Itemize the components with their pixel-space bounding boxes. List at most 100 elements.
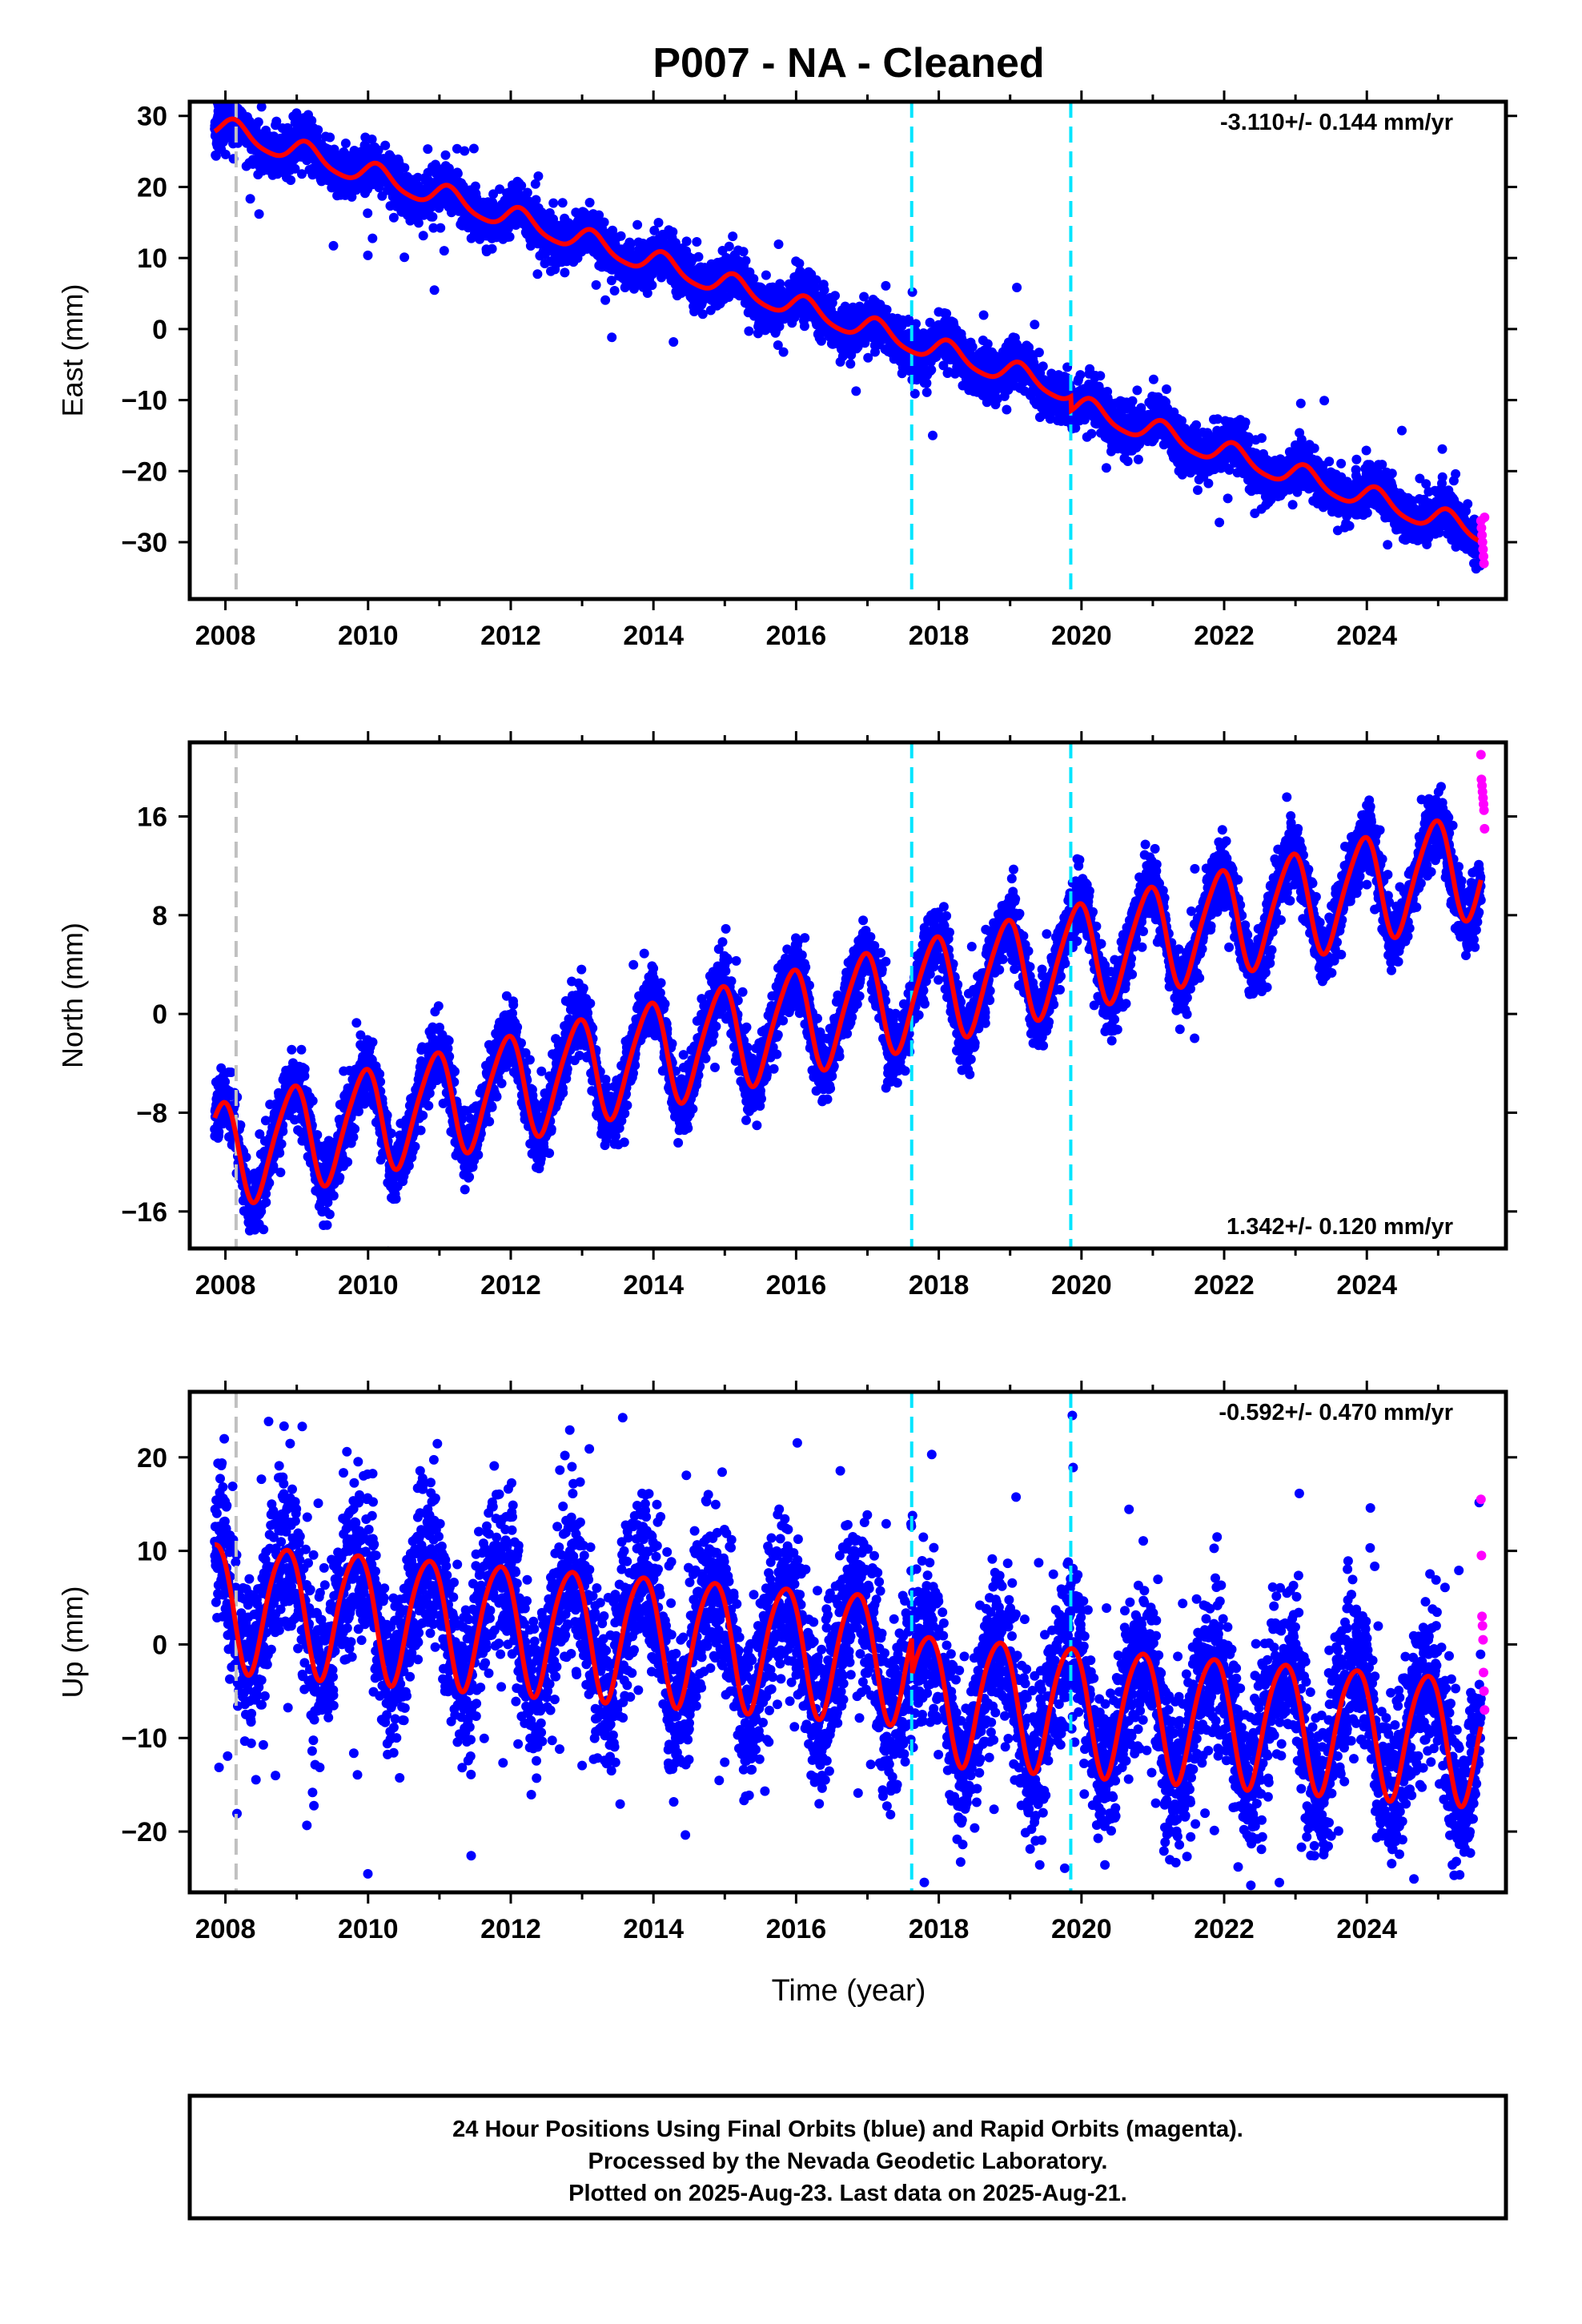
chart-title: P007 - NA - Cleaned [652, 40, 1044, 86]
east-final-orbit-point [1132, 385, 1142, 396]
east-final-orbit-point [600, 295, 611, 305]
east-final-orbit-point [845, 359, 856, 369]
east-final-orbit-point [851, 386, 861, 396]
east-final-orbit-point [1101, 463, 1111, 473]
east-final-orbit-point [599, 217, 609, 227]
east-final-orbit-point [1038, 361, 1048, 372]
east-final-orbit-point [557, 198, 568, 208]
east-final-orbit-point [728, 231, 738, 242]
east-final-orbit-point [440, 150, 451, 160]
east-final-orbit-point [1133, 454, 1143, 464]
east-final-orbit-point [1075, 370, 1086, 380]
east-final-orbit-point [367, 135, 377, 144]
east-final-orbit-point [761, 270, 771, 280]
east-final-orbit-point [978, 310, 989, 320]
east-final-orbit-point [290, 163, 300, 174]
east-final-orbit-point [1148, 374, 1158, 384]
east-final-orbit-point [516, 180, 527, 191]
east-final-orbit-point [692, 237, 702, 247]
east-final-orbit-point [436, 223, 446, 233]
east-final-orbit-point [452, 168, 463, 179]
east-final-orbit-point [744, 326, 754, 336]
east-final-orbit-point [530, 179, 540, 189]
east-final-orbit-point [693, 251, 704, 262]
east-final-orbit-point [819, 285, 829, 296]
east-final-orbit-point [921, 387, 932, 397]
east-final-orbit-point [724, 241, 734, 251]
east-final-orbit-point [380, 140, 391, 151]
east-final-orbit-point [297, 169, 307, 179]
east-final-orbit-point [773, 239, 784, 249]
east-final-orbit-point [429, 285, 440, 296]
east-final-orbit-point [531, 195, 541, 205]
east-final-orbit-point [253, 117, 263, 127]
east-final-orbit-point [363, 208, 373, 219]
east-final-orbit-point [325, 132, 335, 143]
east-final-orbit-point [423, 144, 433, 155]
panels: 2008 2010 2012 2014 2016 2018 2020 2022 2024−30−… [56, 90, 1517, 1944]
east-panel: 2008 2010 2012 2014 2016 2018 2020 2022 2024−30−… [56, 90, 1517, 651]
east-final-orbit-point [1086, 428, 1097, 439]
east-final-orbit-point [254, 209, 264, 219]
east-final-orbit-point [412, 172, 423, 183]
east-final-orbit-point [741, 255, 751, 266]
east-final-orbit-point [256, 102, 267, 112]
east-final-orbit-point [428, 223, 439, 233]
east-final-orbit-point [452, 143, 462, 154]
east-final-orbit-point [669, 337, 679, 347]
east-final-orbit-point [1002, 404, 1012, 415]
east-final-orbit-point [749, 274, 759, 284]
east-final-orbit-point [522, 187, 532, 198]
east-final-orbit-point [487, 243, 497, 254]
east-final-orbit-point [1030, 320, 1040, 330]
east-final-orbit-point [1127, 396, 1138, 406]
east-final-orbit-point [548, 198, 559, 208]
east-final-orbit-point [584, 198, 595, 207]
east-final-orbit-point [1034, 348, 1044, 358]
east-final-orbit-point [428, 211, 438, 222]
east-final-orbit-point [373, 145, 383, 155]
east-final-orbit-point [560, 267, 570, 278]
east-final-orbit-point [286, 175, 296, 185]
east-final-orbit-point [681, 236, 692, 247]
east-final-orbit-point [1162, 384, 1171, 394]
east-final-orbit-point [653, 218, 664, 227]
east-final-orbit-point [668, 227, 678, 237]
east-final-orbit-point [533, 171, 544, 181]
east-final-orbit-point [830, 291, 840, 301]
east-final-orbit-point [460, 146, 470, 156]
east-final-orbit-point [271, 116, 282, 127]
east-final-orbit-point [220, 149, 231, 159]
east-final-orbit-point [211, 151, 221, 161]
east-final-orbit-point [532, 269, 543, 279]
east-final-orbit-point [967, 342, 978, 352]
east-final-orbit-point [340, 139, 351, 148]
east-final-orbit-point [367, 233, 378, 243]
east-final-orbit-point [313, 125, 323, 135]
east-final-orbit-point [1122, 456, 1133, 466]
east-final-orbit-point [616, 231, 626, 241]
east-final-orbit-point [413, 218, 424, 228]
east-final-orbit-point [400, 163, 410, 173]
east-final-orbit-point [632, 219, 643, 230]
east-final-orbit-point [328, 240, 339, 251]
east-final-orbit-point [609, 286, 620, 296]
east-final-orbit-point [363, 250, 373, 260]
east-final-orbit-point [778, 347, 789, 357]
east-final-orbit-point [388, 212, 399, 223]
east-final-orbit-point [400, 252, 410, 263]
east-final-orbit-point [738, 247, 749, 257]
east-final-orbit-point [1095, 371, 1106, 381]
east-final-orbit-point [470, 181, 480, 191]
east-final-orbit-point [982, 339, 993, 349]
east-final-orbit-point [495, 184, 505, 195]
east-final-orbit-point [307, 115, 317, 126]
east-final-orbit-point [591, 279, 601, 290]
east-final-orbit-point [647, 280, 657, 291]
east-final-orbit-point [439, 246, 449, 256]
east-final-orbit-point [468, 143, 479, 154]
east-final-orbit-point [799, 321, 809, 332]
east-final-orbit-point [607, 332, 617, 343]
east-final-orbit-point [504, 231, 515, 242]
east-final-orbit-point [245, 194, 255, 204]
